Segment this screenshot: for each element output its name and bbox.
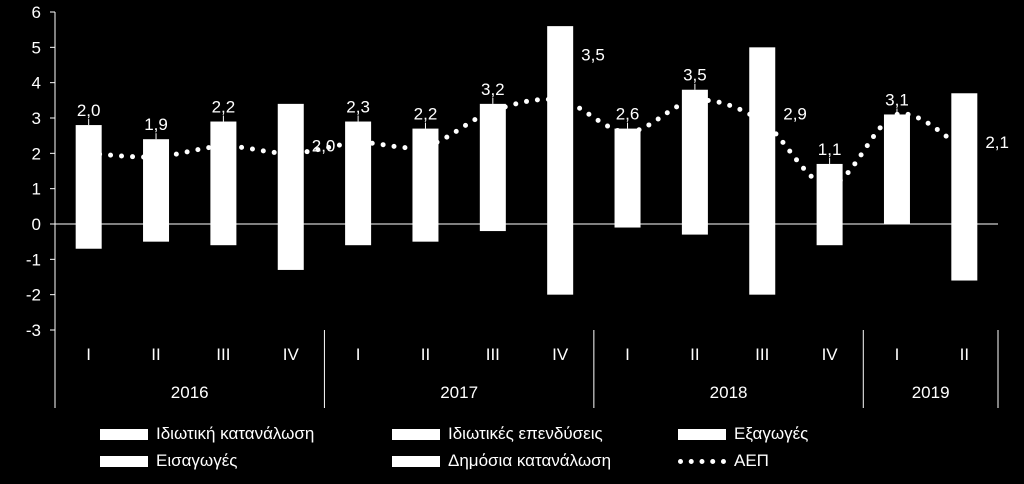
- bars: [75, 26, 978, 295]
- gdp-data-label: 3,5: [581, 45, 605, 64]
- y-tick-label: -1: [26, 250, 41, 269]
- quarter-label: III: [216, 345, 230, 364]
- quarter-label: IV: [552, 345, 569, 364]
- legend-label: Εισαγωγές: [156, 451, 238, 470]
- legend-item-gdp: ΑΕΠ: [678, 451, 769, 471]
- quarter-label: IV: [283, 345, 300, 364]
- gdp-data-label: 3,5: [683, 66, 707, 85]
- bar: [883, 114, 910, 224]
- gdp-data-label: 2,6: [616, 105, 640, 124]
- legend-item-exports: Εξαγωγές: [678, 424, 808, 444]
- quarter-label: I: [625, 345, 630, 364]
- bar: [816, 163, 843, 246]
- year-label: 2016: [171, 383, 209, 402]
- quarter-label: III: [755, 345, 769, 364]
- bar: [345, 121, 372, 246]
- quarter-label: I: [356, 345, 361, 364]
- bar: [479, 103, 506, 232]
- bar: [277, 103, 304, 270]
- bar: [75, 125, 102, 249]
- bar: [614, 128, 641, 228]
- legend-swatch-dotted: [678, 458, 726, 464]
- y-tick-label: 0: [32, 215, 41, 234]
- data-labels: 2,0 1,9 2,2 2,0 2,3 2,2 3,2 3,5 2,6 3,5 2,9 1,1 3,1 2…: [77, 45, 1009, 164]
- y-tick-label: 1: [32, 180, 41, 199]
- gdp-data-label: 3,2: [481, 80, 505, 99]
- year-label: 2019: [912, 383, 950, 402]
- bar: [210, 121, 237, 246]
- y-tick-label: 3: [32, 109, 41, 128]
- legend-swatch: [100, 455, 148, 467]
- legend-label: Δημόσια κατανάλωση: [448, 451, 612, 470]
- legend-label: Ιδιωτικές επενδύσεις: [448, 424, 603, 443]
- quarter-label: I: [86, 345, 91, 364]
- gdp-data-label: 1,1: [818, 140, 842, 159]
- legend-label: ΑΕΠ: [734, 451, 769, 470]
- gdp-data-label: 2,0: [77, 101, 101, 120]
- y-tick-label: 2: [32, 144, 41, 163]
- legend-item-public-consumption: Δημόσια κατανάλωση: [392, 451, 611, 471]
- gdp-line: [86, 96, 967, 188]
- bar: [749, 47, 776, 295]
- legend-item-imports: Εισαγωγές: [100, 451, 237, 471]
- gdp-data-label: 2,3: [346, 98, 370, 117]
- gdp-data-label: 2,2: [212, 98, 236, 117]
- gdp-data-label: 2,0: [312, 136, 336, 155]
- quarter-label: IV: [822, 345, 839, 364]
- legend-label: Ιδιωτική κατανάλωση: [156, 424, 315, 443]
- y-tick-label: 4: [32, 74, 41, 93]
- bar: [547, 26, 574, 295]
- legend-swatch: [392, 428, 440, 440]
- bar: [681, 89, 708, 235]
- gdp-data-label: 3,1: [885, 90, 909, 109]
- quarter-label: I: [895, 345, 900, 364]
- quarter-label: II: [421, 345, 430, 364]
- y-tick-label: 5: [32, 38, 41, 57]
- y-tick-label: 6: [32, 3, 41, 22]
- year-label: 2017: [440, 383, 478, 402]
- gdp-data-label: 2,2: [414, 105, 438, 124]
- y-tick-label: -3: [26, 321, 41, 340]
- gdp-data-label: 2,1: [985, 133, 1009, 152]
- year-label: 2018: [710, 383, 748, 402]
- legend-item-private-investment: Ιδιωτικές επενδύσεις: [392, 424, 603, 444]
- legend-swatch: [678, 428, 726, 440]
- quarter-label: II: [690, 345, 699, 364]
- legend-item-private-consumption: Ιδιωτική κατανάλωση: [100, 424, 314, 444]
- bar: [951, 93, 978, 281]
- gdp-series-line: [86, 96, 967, 188]
- quarter-label: II: [960, 345, 969, 364]
- quarter-label: II: [151, 345, 160, 364]
- legend-swatch: [100, 428, 148, 440]
- gdp-data-label: 1,9: [144, 115, 168, 134]
- y-tick-label: -2: [26, 286, 41, 305]
- gdp-data-label: 2,9: [783, 105, 807, 124]
- legend-label: Εξαγωγές: [734, 424, 809, 443]
- legend-swatch: [392, 455, 440, 467]
- quarter-label: III: [486, 345, 500, 364]
